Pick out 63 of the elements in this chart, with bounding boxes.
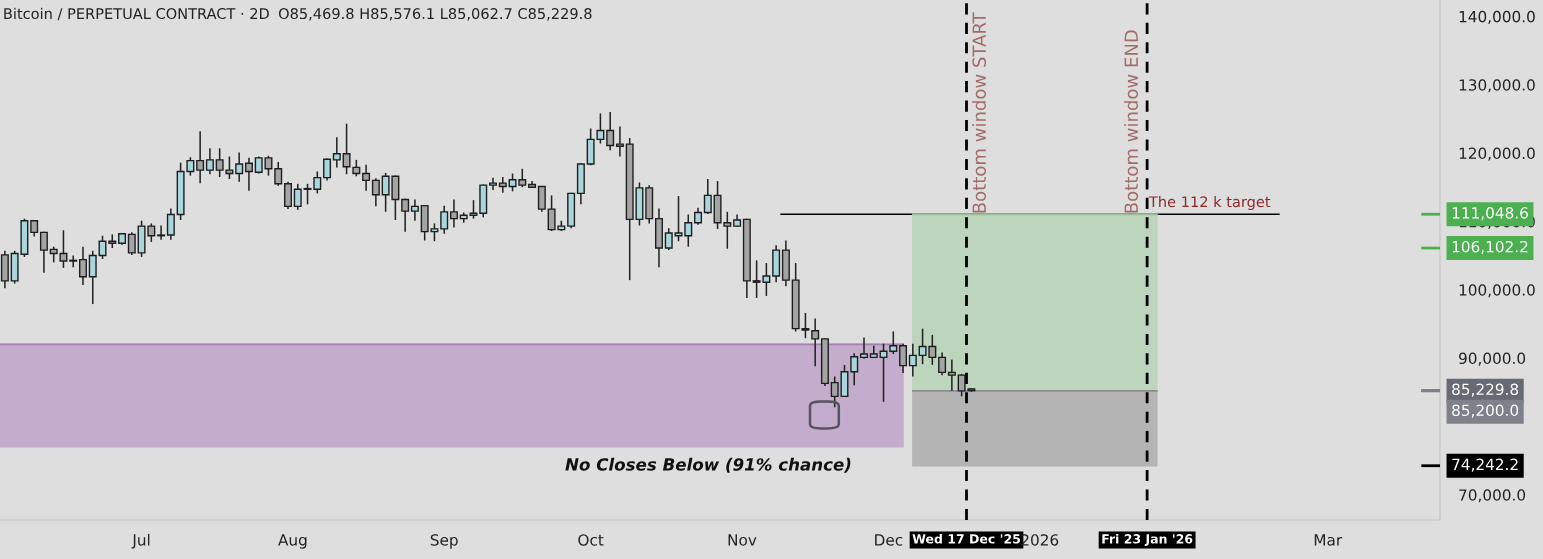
- candlestick: [615, 125, 624, 158]
- x-tick-label: Oct: [578, 534, 604, 546]
- candlestick: [469, 199, 478, 220]
- x-tick-label: Sep: [430, 534, 458, 549]
- candlestick: [703, 178, 712, 215]
- chart-subtitle: O85,469.8 H85,576.1 L85,062.7 C85,229.8: [278, 8, 592, 21]
- y-tick-label: 70,000.0: [1459, 489, 1526, 503]
- candlestick: [78, 245, 87, 286]
- y-tick-label: 130,000.0: [1459, 79, 1535, 93]
- chart-title: Bitcoin / PERPETUAL CONTRACT · 2D: [4, 7, 269, 21]
- x-tick-label: Wed 17 Dec '25: [912, 533, 1020, 544]
- ref-line-label: 74,242.2: [1452, 458, 1518, 472]
- y-tick-label: 120,000.0: [1459, 147, 1535, 161]
- candlestick: [342, 122, 351, 176]
- x-tick-label: Jul: [131, 533, 150, 549]
- x-tick-label: Fri 23 Jan '26: [1102, 533, 1193, 546]
- candlestick: [947, 358, 956, 392]
- candlestick: [371, 177, 380, 208]
- candlestick: [850, 352, 859, 387]
- candlestick: [498, 176, 507, 194]
- candlestick: [88, 250, 97, 305]
- y-tick-label: 100,000.0: [1459, 284, 1535, 298]
- candlestick: [606, 111, 615, 152]
- candlestick: [440, 204, 449, 235]
- candlestick: [39, 230, 48, 274]
- candlestick: [537, 185, 546, 213]
- candlestick: [166, 207, 175, 241]
- y-tick-label: 90,000.0: [1459, 352, 1526, 366]
- candlestick: [899, 342, 908, 374]
- candlestick: [684, 213, 693, 248]
- candlestick: [284, 180, 292, 210]
- x-tick-label: Aug: [278, 534, 307, 549]
- candlestick: [274, 161, 283, 187]
- candlestick: [938, 351, 947, 376]
- series-label: The 112 k target: [1148, 195, 1271, 211]
- ref-line-label: 85,229.8: [1452, 383, 1519, 397]
- candlestick: [127, 231, 136, 256]
- ref-line-label: 106,102.2: [1452, 240, 1528, 255]
- candlestick: [811, 317, 820, 368]
- x-tick-label: Mar: [1314, 534, 1343, 546]
- ref-line-label: Bottom window END: [1124, 30, 1139, 213]
- candlestick: [449, 198, 458, 229]
- x-tick-label: Nov: [728, 534, 757, 546]
- candlestick: [69, 254, 78, 268]
- candlestick: [401, 198, 410, 233]
- candlestick: [664, 227, 673, 251]
- candlestick: [332, 136, 341, 169]
- x-tick-label: Dec: [875, 534, 903, 546]
- candlestick: [908, 342, 917, 378]
- y-tick-label: 140,000.0: [1459, 10, 1535, 24]
- candlestick: [244, 157, 253, 192]
- ref-line-label: Bottom window START: [972, 12, 987, 213]
- candlestick: [674, 195, 683, 242]
- candlestick: [860, 336, 868, 360]
- ref-line-label: 85,200.0: [1452, 404, 1519, 418]
- candlestick: [362, 163, 371, 192]
- candlestick: [410, 198, 419, 222]
- candlestick: [205, 147, 214, 176]
- candlestick: [196, 130, 205, 184]
- annotation: No Closes Below (91% chance): [565, 457, 851, 473]
- candlestick: [235, 151, 244, 183]
- candlestick: [293, 183, 302, 211]
- candlestick: [157, 224, 166, 241]
